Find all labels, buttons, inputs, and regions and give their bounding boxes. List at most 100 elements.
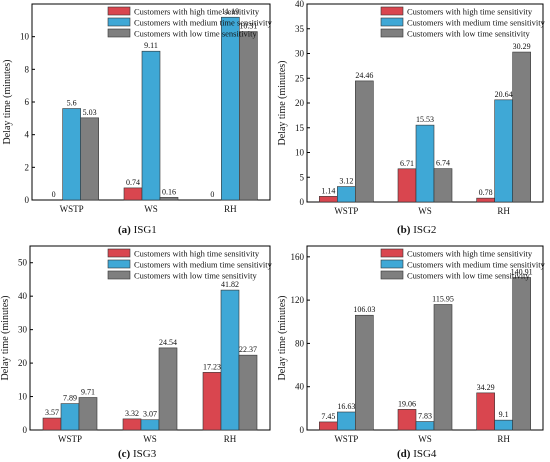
bar (337, 411, 356, 431)
data-label: 24.46 (355, 71, 373, 80)
data-label: 0 (210, 190, 214, 199)
x-tick-label: RH (497, 206, 510, 216)
caption-text: ISG1 (133, 224, 157, 236)
data-label: 24.54 (159, 338, 177, 347)
legend-label: Customers with medium time sensitivity (407, 260, 546, 270)
data-label: 16.63 (337, 402, 355, 411)
bar (158, 347, 178, 431)
bar (397, 409, 417, 431)
legend-swatch (107, 28, 131, 38)
caption-c: (c) ISG3 (118, 448, 156, 460)
data-label: 9.11 (144, 41, 158, 50)
y-tick-label: 50 (18, 258, 28, 268)
data-label: 9.1 (499, 410, 509, 419)
legend-swatch (380, 28, 404, 38)
bar (433, 168, 453, 203)
chart-panel-b: 0 5 10 15 20 25 30 35 40 Delay time (minutes) WSTP… (277, 0, 546, 216)
data-label: 3.32 (125, 409, 139, 418)
y-tick-label: 160 (291, 252, 305, 262)
data-label: 10.31 (239, 22, 257, 31)
x-tick-label: WSTP (58, 434, 82, 444)
caption-label: (d) (397, 448, 411, 460)
y-tick-label: 30 (18, 325, 28, 335)
y-tick-label: 8 (25, 64, 30, 74)
y-tick-label: 0 (300, 425, 305, 435)
legend-swatch (107, 270, 131, 280)
legend-swatch (107, 6, 131, 16)
data-label: 20.64 (495, 90, 513, 99)
y-tick-label: 4 (25, 130, 30, 140)
bar (476, 392, 495, 431)
legend-label: Customers with low time sensitivity (407, 271, 531, 281)
bar (140, 419, 160, 431)
y-tick-label: 80 (295, 338, 305, 348)
data-label: 19.06 (398, 399, 416, 408)
data-label: 0 (52, 190, 56, 199)
data-label: 15.53 (416, 115, 434, 124)
y-tick-label: 40 (18, 291, 28, 301)
legend-swatch (380, 270, 404, 280)
legend-label: Customers with low time sensitivity (407, 29, 531, 39)
chart-panel-a: 0 2 4 6 8 10 Delay time (minutes) WSTP 0 5.6 5.03 W… (2, 3, 273, 214)
chart-panel-c: 0 10 20 30 40 50 Delay time (minutes) WSTP 3.57 7… (0, 245, 273, 444)
bar (80, 117, 99, 201)
y-tick-label: 10 (20, 32, 30, 42)
legend-swatch (107, 17, 131, 27)
bar (415, 421, 435, 431)
bar (238, 354, 258, 431)
data-label: 5.03 (83, 108, 97, 117)
y-tick-label: 0 (300, 197, 305, 207)
legend-label: Customers with medium time sensitivity (134, 18, 273, 28)
bar (494, 419, 513, 431)
y-tick-label: 6 (25, 97, 30, 107)
y-tick-label: 2 (25, 162, 30, 172)
bar (397, 168, 417, 203)
y-tick-label: 10 (295, 148, 305, 158)
bar (123, 187, 143, 201)
x-tick-label: RH (224, 204, 237, 214)
y-tick-label: 0 (23, 425, 28, 435)
y-axis-label: Delay time (minutes) (277, 296, 288, 381)
bar (355, 314, 374, 431)
bar (159, 197, 179, 201)
caption-a: (a) ISG1 (118, 224, 157, 236)
bar (337, 186, 356, 203)
data-label: 22.37 (239, 345, 257, 354)
caption-text: ISG4 (413, 448, 437, 460)
caption-b: (b) ISG2 (397, 224, 436, 236)
legend-label: Customers with high time sensitivity (134, 249, 260, 259)
bar (122, 418, 142, 431)
bar (202, 372, 222, 431)
caption-text: ISG3 (132, 448, 157, 460)
legend-swatch (380, 17, 404, 27)
data-label: 3.12 (339, 177, 353, 186)
data-label: 0.16 (162, 187, 176, 196)
y-tick-label: 5 (300, 172, 305, 182)
bar (239, 31, 258, 201)
bar (494, 99, 513, 203)
data-label: 0.74 (126, 178, 140, 187)
bar (512, 51, 531, 203)
y-tick-label: 30 (295, 49, 305, 59)
y-tick-label: 0 (25, 195, 30, 205)
data-label: 0.78 (479, 188, 493, 197)
x-tick-label: RH (224, 434, 237, 444)
bar (60, 403, 80, 431)
data-label: 115.95 (432, 295, 454, 304)
x-tick-label: WS (418, 434, 432, 444)
legend-label: Customers with low time sensitivity (134, 271, 258, 281)
legend-swatch (380, 248, 404, 258)
caption-label: (b) (397, 224, 411, 236)
data-label: 7.83 (418, 412, 432, 421)
caption-label: (a) (118, 224, 131, 236)
legend-label: Customers with high time sensitivity (407, 249, 533, 259)
data-label: 6.71 (400, 159, 414, 168)
x-tick-label: WSTP (334, 434, 358, 444)
bar (355, 80, 374, 203)
bar (78, 397, 98, 431)
x-tick-label: WSTP (60, 204, 84, 214)
legend-label: Customers with medium time sensitivity (134, 260, 273, 270)
data-label: 140.91 (511, 267, 533, 276)
y-tick-label: 120 (291, 295, 305, 305)
